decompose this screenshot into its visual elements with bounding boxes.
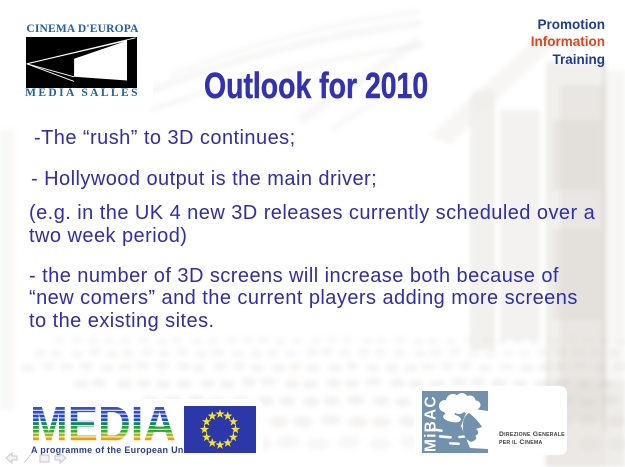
svg-text:MiBAC: MiBAC bbox=[423, 395, 440, 452]
svg-text:MEDIA: MEDIA bbox=[30, 403, 176, 445]
